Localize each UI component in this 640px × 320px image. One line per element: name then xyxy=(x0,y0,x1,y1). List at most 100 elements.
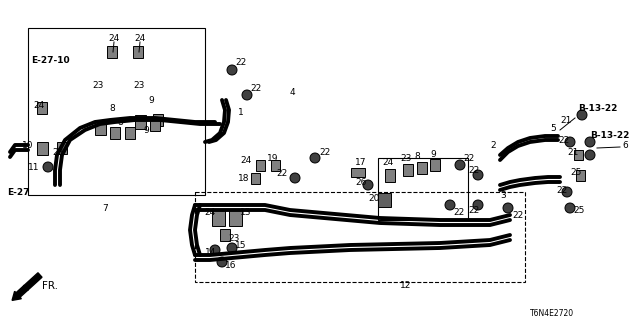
Text: 22: 22 xyxy=(556,186,567,195)
Text: B-13-22: B-13-22 xyxy=(590,131,629,140)
Circle shape xyxy=(585,150,595,160)
Circle shape xyxy=(473,170,483,180)
Text: 23: 23 xyxy=(52,148,63,156)
Bar xyxy=(575,170,584,180)
Text: 8: 8 xyxy=(109,103,115,113)
Bar xyxy=(125,127,135,139)
Text: 22: 22 xyxy=(250,84,261,92)
Text: 22: 22 xyxy=(512,211,524,220)
Circle shape xyxy=(310,153,320,163)
Circle shape xyxy=(577,110,587,120)
Bar xyxy=(220,229,230,241)
Text: 18: 18 xyxy=(238,173,250,182)
Text: 24: 24 xyxy=(204,207,215,217)
Text: 25: 25 xyxy=(573,205,584,214)
Circle shape xyxy=(473,200,483,210)
Text: 8: 8 xyxy=(117,117,123,126)
Text: 14: 14 xyxy=(205,247,216,257)
Text: 11: 11 xyxy=(28,163,40,172)
Bar xyxy=(403,164,413,176)
Text: 26: 26 xyxy=(355,178,366,187)
Text: T6N4E2720: T6N4E2720 xyxy=(530,308,574,317)
Circle shape xyxy=(43,162,53,172)
Text: FR.: FR. xyxy=(42,281,58,291)
Circle shape xyxy=(210,245,220,255)
Text: 2: 2 xyxy=(490,140,495,149)
Circle shape xyxy=(290,173,300,183)
Bar xyxy=(255,159,264,171)
Bar xyxy=(573,150,582,160)
Bar xyxy=(271,159,280,171)
Text: B-13-22: B-13-22 xyxy=(578,103,618,113)
Text: 23: 23 xyxy=(400,154,412,163)
Bar xyxy=(417,162,427,174)
Text: 6: 6 xyxy=(622,140,628,149)
Text: 22: 22 xyxy=(276,169,287,178)
FancyArrow shape xyxy=(12,273,42,300)
Text: 16: 16 xyxy=(225,261,237,270)
Text: 21: 21 xyxy=(560,116,572,124)
Text: E-27: E-27 xyxy=(7,188,29,196)
Text: 10: 10 xyxy=(22,140,33,149)
Text: 22: 22 xyxy=(235,58,246,67)
Bar xyxy=(153,114,163,126)
Bar xyxy=(228,210,241,226)
Text: 19: 19 xyxy=(267,154,278,163)
Bar xyxy=(195,192,525,282)
Circle shape xyxy=(503,203,513,213)
Text: 22: 22 xyxy=(453,207,464,217)
Bar xyxy=(57,142,67,154)
Text: 24: 24 xyxy=(108,34,119,43)
Circle shape xyxy=(565,137,575,147)
Bar xyxy=(133,46,143,58)
Bar xyxy=(110,127,120,139)
Bar xyxy=(95,121,106,135)
Text: 24: 24 xyxy=(33,100,44,109)
Text: 24: 24 xyxy=(134,34,145,43)
Circle shape xyxy=(227,243,237,253)
Bar xyxy=(385,169,395,181)
Circle shape xyxy=(565,203,575,213)
Circle shape xyxy=(363,180,373,190)
Circle shape xyxy=(242,90,252,100)
Text: 23: 23 xyxy=(133,81,145,90)
Text: 24: 24 xyxy=(382,157,393,166)
Text: 22: 22 xyxy=(558,135,569,145)
Text: 7: 7 xyxy=(102,204,108,212)
Circle shape xyxy=(455,160,465,170)
Bar xyxy=(211,210,225,226)
Bar xyxy=(36,141,47,155)
Bar xyxy=(37,102,47,114)
Text: 22: 22 xyxy=(468,205,479,214)
Text: 22: 22 xyxy=(468,165,479,174)
Bar xyxy=(150,119,160,131)
Text: 24: 24 xyxy=(240,156,252,164)
Bar xyxy=(107,46,117,58)
Bar xyxy=(430,159,440,171)
Text: 13: 13 xyxy=(240,207,252,217)
Text: 5: 5 xyxy=(550,124,556,132)
Circle shape xyxy=(217,257,227,267)
Bar xyxy=(134,115,145,129)
Circle shape xyxy=(227,65,237,75)
Text: 20: 20 xyxy=(368,194,380,203)
Bar xyxy=(378,158,468,220)
Text: 23: 23 xyxy=(228,234,239,243)
Text: 9: 9 xyxy=(143,125,148,134)
Text: 22: 22 xyxy=(463,154,474,163)
Text: 22: 22 xyxy=(319,148,330,156)
Bar xyxy=(378,193,390,207)
Bar xyxy=(351,167,365,177)
Text: 3: 3 xyxy=(500,190,506,199)
Text: 1: 1 xyxy=(238,108,244,116)
Circle shape xyxy=(562,187,572,197)
Text: 23: 23 xyxy=(92,81,104,90)
Text: E-27-10: E-27-10 xyxy=(31,55,70,65)
Circle shape xyxy=(585,137,595,147)
Text: 17: 17 xyxy=(355,157,367,166)
Bar xyxy=(250,172,259,183)
Text: 9: 9 xyxy=(148,95,154,105)
Text: 15: 15 xyxy=(235,241,246,250)
Circle shape xyxy=(445,200,455,210)
Text: 21: 21 xyxy=(567,148,579,156)
